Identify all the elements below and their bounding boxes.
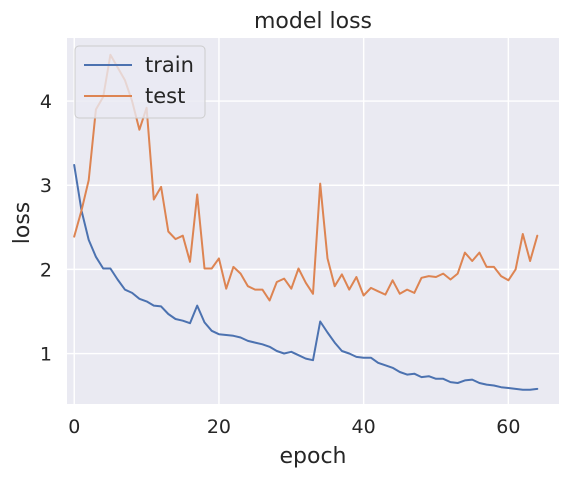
y-axis-label: loss [10, 202, 35, 245]
legend-label-test: test [145, 84, 185, 108]
y-tick-label: 3 [40, 175, 52, 197]
x-axis-label: epoch [280, 444, 347, 469]
y-tick-label: 4 [40, 91, 52, 113]
series-line-train [73, 164, 539, 391]
x-tick-label: 60 [496, 416, 520, 438]
x-tick-label: 40 [352, 416, 376, 438]
tick-labels: 0 20 40 60 1 2 3 4 [40, 91, 521, 438]
x-tick-label: 20 [207, 416, 231, 438]
x-tick-label: 0 [68, 416, 80, 438]
series-lines [73, 53, 539, 391]
y-tick-label: 1 [40, 344, 52, 366]
chart-title: model loss [254, 9, 372, 34]
y-tick-label: 2 [40, 259, 52, 281]
series-line-test [73, 53, 539, 302]
legend-label-train: train [145, 53, 194, 77]
legend: train test [74, 45, 206, 119]
